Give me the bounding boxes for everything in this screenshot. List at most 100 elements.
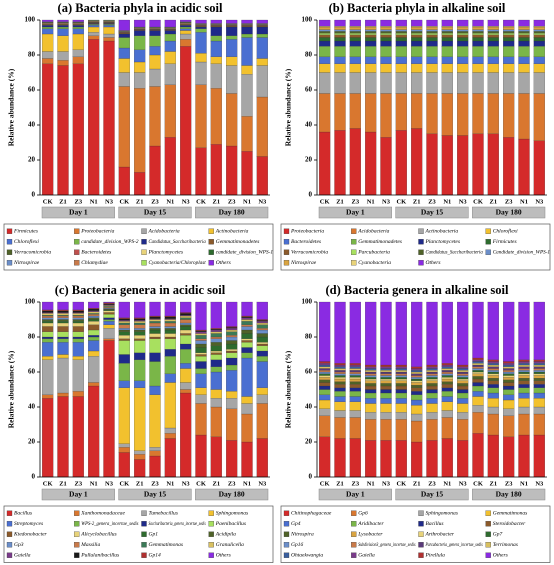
bar-segment — [349, 410, 361, 418]
bar-segment — [103, 37, 115, 42]
bar-segment — [164, 316, 176, 319]
bar-segment — [426, 398, 438, 404]
bar-segment — [103, 304, 115, 306]
bar-segment — [533, 368, 545, 371]
bar-segment — [149, 316, 161, 319]
bar-segment — [149, 301, 161, 317]
bar-segment — [334, 375, 346, 378]
bar-segment — [503, 26, 515, 30]
bar-segment — [411, 34, 423, 38]
x-tick-label: Z3 — [505, 198, 513, 205]
bar-segment — [319, 93, 331, 133]
bar-segment — [210, 366, 222, 373]
bar-segment — [533, 392, 545, 399]
x-tick-label: CK — [43, 198, 53, 205]
bar-segment — [164, 433, 176, 439]
bar-segment — [365, 389, 377, 394]
bar-segment — [503, 137, 515, 196]
bar-segment — [195, 356, 207, 362]
bar-segment — [365, 29, 377, 32]
bar-segment — [503, 37, 515, 42]
bar-segment — [241, 319, 253, 322]
bar-segment — [426, 380, 438, 384]
legend-swatch — [141, 260, 147, 266]
bar-segment — [256, 342, 268, 345]
bar-segment — [487, 72, 499, 94]
legend-swatch — [6, 228, 13, 234]
bar-segment — [88, 324, 100, 331]
bar-segment — [149, 30, 161, 36]
bar-segment — [426, 378, 438, 381]
bar-segment — [411, 377, 423, 380]
bar-segment — [319, 385, 331, 390]
bar-segment — [195, 373, 207, 388]
bar-segment — [319, 361, 331, 364]
bar-segment — [195, 354, 207, 357]
group-label: Day 1 — [69, 490, 88, 499]
bar-segment — [472, 361, 484, 364]
bar-segment — [395, 29, 407, 32]
bar-segment — [441, 34, 453, 38]
bar-segment — [72, 24, 84, 26]
bar-segment — [457, 377, 469, 380]
bar-segment — [395, 63, 407, 73]
bar-segment — [210, 331, 222, 334]
bar-segment — [395, 46, 407, 57]
legend-label: Streptomyces — [14, 521, 43, 527]
bar-segment — [365, 63, 377, 73]
legend-label: Gaiella — [14, 553, 31, 559]
bar-segment — [365, 412, 377, 420]
bar-segment — [42, 26, 54, 29]
bar-segment — [518, 378, 530, 381]
legend-label: Steroidobacter — [493, 521, 526, 527]
x-tick-label: Z3 — [75, 198, 83, 205]
bar-segment — [256, 356, 268, 362]
bar-segment — [395, 130, 407, 196]
bar-segment — [441, 29, 453, 32]
bar-segment — [103, 40, 115, 196]
bar-segment — [380, 33, 392, 35]
bar-segment — [42, 315, 54, 317]
bar-segment — [426, 46, 438, 57]
legend-label: Gp16 — [291, 542, 303, 548]
bar-segment — [533, 378, 545, 381]
legend-swatch — [208, 542, 214, 548]
legend-label: Gemmatimonas — [493, 511, 528, 517]
legend-label: Massilia — [80, 542, 100, 548]
bar-segment — [503, 33, 515, 35]
bar-segment — [118, 452, 130, 478]
legend-label: Actinobacteria — [425, 229, 459, 235]
bar-segment — [365, 419, 377, 441]
bar-segment — [88, 23, 100, 25]
bar-segment — [57, 313, 69, 316]
bar-segment — [164, 301, 176, 317]
bar-segment — [349, 384, 361, 388]
bar-segment — [334, 130, 346, 196]
bar-segment — [180, 30, 192, 35]
bar-segment — [226, 336, 238, 341]
bar-segment — [149, 361, 161, 387]
bar-segment — [118, 19, 130, 31]
bar-segment — [42, 336, 54, 339]
x-tick-label: Z3 — [352, 480, 360, 487]
legend-label: Gp4 — [291, 520, 301, 527]
y-tick-label: 20 — [28, 156, 36, 164]
bar-segment — [149, 329, 161, 334]
x-tick-label: N1 — [90, 480, 98, 487]
bar-segment — [411, 366, 423, 369]
bar-segment — [72, 342, 84, 357]
bar-segment — [380, 301, 392, 366]
bar-segment — [518, 368, 530, 371]
bar-segment — [334, 40, 346, 47]
bar-segment — [395, 34, 407, 38]
bar-segment — [518, 373, 530, 376]
bar-segment — [226, 56, 238, 66]
legend-label: Gemmatimonadetes — [216, 239, 260, 245]
bar-segment — [411, 33, 423, 35]
bar-segment — [395, 403, 407, 413]
bar-segment — [426, 29, 438, 32]
bar-segment — [134, 454, 146, 460]
legend-swatch — [351, 521, 357, 527]
bar-segment — [395, 385, 407, 390]
bar-segment — [457, 368, 469, 371]
